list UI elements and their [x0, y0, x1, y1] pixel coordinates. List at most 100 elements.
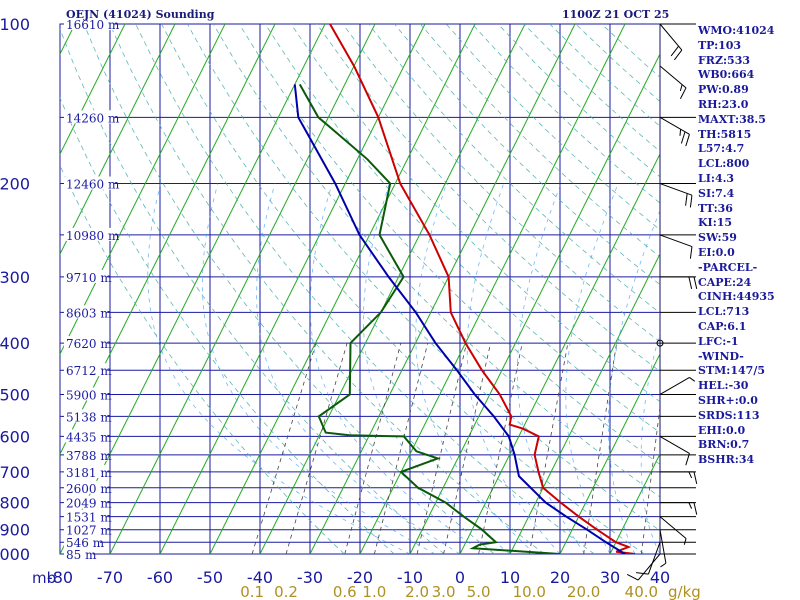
dry-adiabat	[83, 24, 495, 554]
height-label: 1027 m	[66, 524, 112, 538]
isotherm-line	[159, 24, 426, 554]
stat-item: PW:0.89	[698, 83, 749, 97]
stat-item: BRN:0.7	[698, 438, 750, 452]
height-label: 12460 m	[66, 178, 120, 192]
wind-barb	[660, 276, 698, 289]
stat-item: L57:4.7	[698, 142, 745, 156]
isotherm-line	[60, 24, 276, 456]
mixing-ratio-line	[344, 342, 402, 554]
height-label: 4435 m	[66, 430, 112, 444]
stat-item: LCL:713	[698, 305, 750, 319]
wind-barb	[656, 339, 664, 347]
height-label: 2600 m	[66, 482, 112, 496]
mixing-ratio-label: 10.0	[513, 583, 546, 600]
chart-title: OEJN (41024) Sounding	[66, 8, 215, 21]
mixing-ratio-line	[478, 343, 523, 554]
stat-item: SHR+:0.0	[698, 393, 758, 407]
temperature-line	[329, 24, 636, 554]
wind-barb	[659, 116, 690, 147]
height-label: 8603 m	[66, 306, 112, 320]
pressure-tick-label: 100	[0, 15, 30, 34]
stat-item: EI:0.0	[698, 245, 735, 259]
isotherm-line	[60, 24, 226, 356]
moist-adiabat	[256, 183, 461, 554]
chart-grid	[59, 23, 696, 555]
mixing-ratio-label: 0.1	[240, 583, 264, 600]
mixing-ratio-line	[443, 343, 491, 554]
pressure-tick-label: 300	[0, 268, 30, 287]
stat-item: -PARCEL-	[698, 260, 758, 274]
stat-item: SRDS:113	[698, 408, 760, 422]
axis-labels: 1002003004005006007008009001000mb16610 m…	[0, 15, 701, 600]
dry-adiabat	[264, 24, 660, 434]
mixing-ratio-lines	[251, 342, 660, 554]
pressure-unit-label: mb	[32, 569, 56, 587]
stat-item: CAPE:24	[698, 275, 752, 289]
height-label: 10980 m	[66, 229, 120, 243]
isotherm-line	[109, 24, 376, 554]
mixing-ratio-line	[528, 343, 569, 554]
stat-item: CINH:44935	[698, 290, 775, 304]
stat-item: MAXT:38.5	[698, 112, 766, 126]
stat-item: TT:36	[698, 201, 733, 215]
temp-tick-label: -70	[97, 568, 123, 587]
wind-barb	[636, 542, 661, 575]
wind-barb	[659, 183, 693, 208]
height-label: 7620 m	[66, 337, 112, 351]
wind-barb	[660, 502, 698, 515]
stat-item: KI:15	[698, 216, 733, 230]
sounding-series	[293, 24, 636, 554]
mixing-ratio-line	[251, 342, 317, 554]
mixing-ratio-label: 0.2	[274, 583, 298, 600]
stat-item: STM:147/5	[698, 364, 765, 378]
temp-tick-label: -40	[247, 568, 273, 587]
mixing-ratio-label: 40.0	[625, 583, 658, 600]
pressure-tick-label: 400	[0, 334, 30, 353]
stat-item: LCL:800	[698, 157, 750, 171]
wind-barb	[659, 65, 687, 99]
height-label: 6712 m	[66, 364, 112, 378]
isotherm-line	[459, 152, 660, 554]
moist-adiabat	[516, 183, 586, 554]
wind-barb	[659, 435, 690, 466]
height-label: 14260 m	[66, 111, 120, 125]
pressure-tick-label: 600	[0, 427, 30, 446]
temp-tick-label: 20	[550, 568, 570, 587]
mixing-ratio-label: 2.0	[405, 583, 429, 600]
moist-adiabat	[201, 183, 436, 554]
dry-adiabat	[161, 24, 645, 554]
height-label: 85 m	[66, 548, 97, 562]
pressure-tick-label: 1000	[0, 545, 30, 564]
mixing-ratio-label: 0.6	[333, 583, 357, 600]
stat-item: CAP:6.1	[698, 319, 747, 333]
wind-profile	[626, 23, 698, 581]
dry-adiabat	[212, 24, 660, 498]
isotherm-line	[259, 24, 526, 554]
temp-tick-label: -20	[347, 568, 373, 587]
height-label: 5138 m	[66, 410, 112, 424]
isotherm-line	[509, 252, 660, 554]
height-label: 546 m	[66, 536, 105, 550]
pressure-tick-label: 800	[0, 494, 30, 513]
temp-tick-label: 10	[500, 568, 520, 587]
wind-barb	[626, 553, 661, 581]
wind-barb	[659, 529, 667, 568]
wind-barb	[659, 377, 696, 395]
temp-tick-label: -10	[397, 568, 423, 587]
temp-tick-label: -60	[147, 568, 173, 587]
chart-datetime: 1100Z 21 OCT 25	[562, 8, 670, 21]
dry-adiabats	[60, 24, 660, 554]
temp-tick-label: -50	[197, 568, 223, 587]
wind-barb	[659, 23, 683, 61]
isotherm-line	[359, 24, 626, 554]
mixing-ratio-label: 5.0	[467, 583, 491, 600]
dry-adiabat	[187, 24, 660, 531]
dry-adiabat	[419, 24, 660, 258]
temp-tick-label: 40	[650, 568, 670, 587]
stat-item: EHI:0.0	[698, 423, 746, 437]
wind-barb	[660, 471, 698, 485]
pressure-tick-label: 500	[0, 385, 30, 404]
moist-adiabat	[147, 183, 411, 554]
stat-item: WB0:664	[698, 68, 755, 82]
